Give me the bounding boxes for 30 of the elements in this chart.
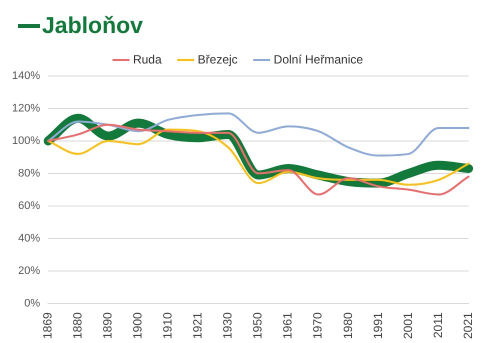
line-series [47, 124, 470, 196]
y-tick-label: 0% [24, 297, 40, 310]
x-tick-label: 2021 [460, 312, 475, 340]
x-tick-label: 1970 [310, 312, 325, 340]
x-tick-label: 1930 [220, 312, 235, 340]
y-tick-label: 100% [12, 134, 40, 147]
x-tick-label: 1991 [370, 312, 385, 340]
x-tick-label: 1890 [100, 312, 115, 340]
x-tick-label: 2011 [430, 312, 445, 338]
legend-label: Dolní Heřmanice [274, 52, 364, 66]
y-tick-label: 140% [12, 70, 40, 82]
x-tick-label: 1950 [250, 312, 265, 340]
x-tick-label: 1980 [340, 312, 355, 340]
line-series [47, 112, 470, 157]
legend-label: Březejc [198, 52, 238, 66]
y-tick-label: 120% [12, 102, 40, 115]
y-tick-label: 40% [18, 232, 40, 244]
legend-label: Ruda [132, 52, 162, 66]
y-tick-label: 60% [18, 200, 40, 212]
x-tick-label: 1921 [190, 312, 205, 340]
y-tick-label: 80% [18, 167, 40, 180]
x-tick-label: 2001 [400, 312, 415, 340]
x-tick-label: 1961 [280, 312, 295, 340]
x-tick-label: 1869 [40, 312, 54, 340]
x-tick-label: 1910 [160, 312, 175, 340]
line-series [47, 128, 470, 186]
y-tick-label: 20% [18, 264, 40, 277]
x-tick-label: 1900 [130, 312, 145, 340]
x-tick-label: 1880 [70, 312, 84, 340]
chart-title: Jabloňov [42, 12, 143, 39]
